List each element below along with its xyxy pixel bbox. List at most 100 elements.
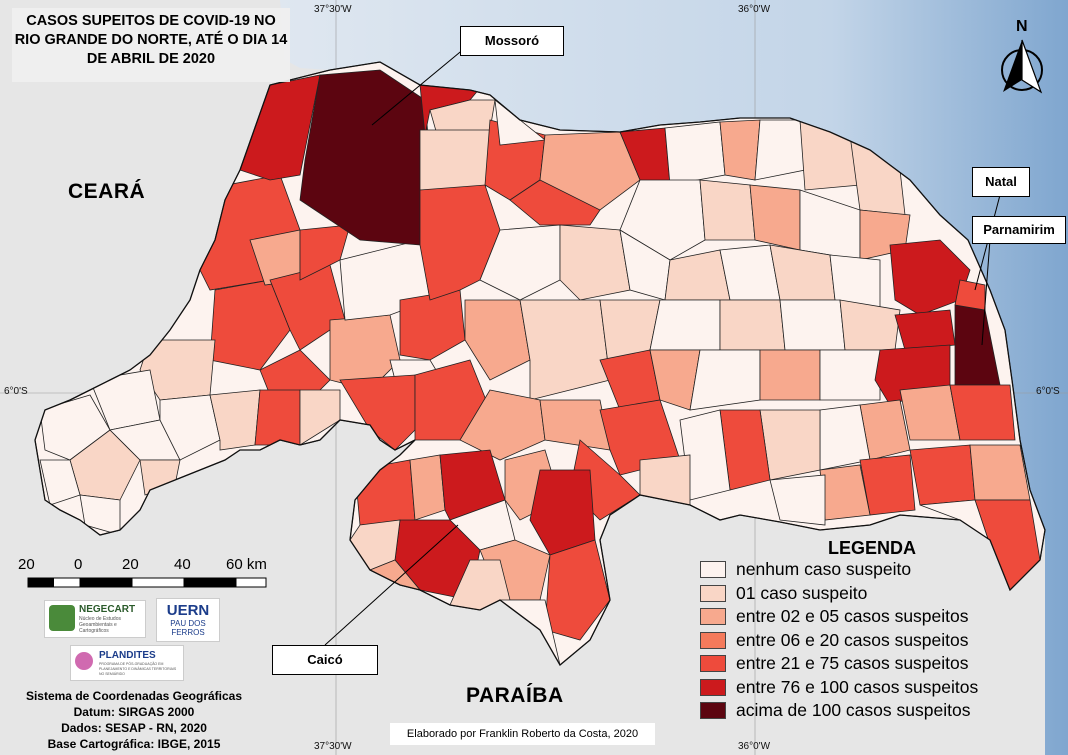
legend-item: entre 21 e 75 casos suspeitos — [700, 652, 1040, 676]
legend-item: 01 caso suspeito — [700, 582, 1040, 606]
municipality — [459, 389, 546, 461]
scale-label: 20 — [122, 556, 139, 573]
tree-icon — [49, 605, 75, 631]
municipality — [254, 389, 301, 446]
map-title: CASOS SUPEITOS DE COVID-19 NO RIO GRANDE… — [12, 8, 290, 82]
scale-label: 40 — [174, 556, 191, 573]
municipality — [754, 119, 806, 181]
municipality — [649, 299, 721, 351]
municipality — [719, 244, 781, 301]
legend-swatch — [700, 631, 726, 649]
plandites-logo: PLANDITES PROGRAMA DE PÓS-GRADUAÇÃO EM P… — [70, 645, 184, 681]
legend-swatch — [700, 702, 726, 720]
scale-labels: 20 0 20 40 60 km — [18, 556, 288, 574]
plandites-logo-subtext: PROGRAMA DE PÓS-GRADUAÇÃO EM PLANEJAMENT… — [99, 662, 177, 676]
municipality — [909, 444, 976, 506]
map-title-text: CASOS SUPEITOS DE COVID-19 NO RIO GRANDE… — [14, 13, 288, 67]
coord-label-top-right: 36°0'W — [738, 4, 771, 15]
municipality — [419, 184, 501, 301]
state-label-ceara: CEARÁ — [68, 180, 146, 203]
municipality — [464, 299, 531, 381]
legend-swatch — [700, 678, 726, 696]
municipality — [759, 409, 821, 481]
municipality — [519, 299, 611, 401]
legend-item: acima de 100 casos suspeitos — [700, 699, 1040, 723]
plandites-logo-text: PLANDITES — [99, 650, 156, 661]
municipality — [949, 384, 1016, 441]
municipalities — [39, 69, 1041, 665]
city-label-natal: Natal — [972, 167, 1030, 197]
municipality — [619, 179, 706, 261]
scale-label: 20 — [18, 556, 35, 573]
leader-line-mossoro — [371, 47, 466, 126]
negecart-logo: NEGECART Núcleo de Estudos Geoambientais… — [44, 600, 146, 638]
leader-line-caico — [324, 524, 459, 646]
municipality — [699, 179, 756, 241]
uern-logo-text: UERN — [166, 602, 210, 619]
legend-label: entre 02 e 05 casos suspeitos — [736, 606, 969, 627]
legend-label: entre 21 e 75 casos suspeitos — [736, 653, 969, 674]
ocean — [280, 0, 1068, 755]
legend-label: acima de 100 casos suspeitos — [736, 700, 971, 721]
municipality — [479, 224, 561, 301]
legend-label: entre 76 e 100 casos suspeitos — [736, 676, 979, 697]
legend-swatch — [700, 561, 726, 579]
scale-label: 0 — [74, 556, 83, 573]
meta-line: Base Cartográfica: IBGE, 2015 — [47, 737, 221, 751]
coord-label-bottom-right: 36°0'W — [738, 741, 771, 752]
municipality — [339, 374, 416, 451]
state-label-paraiba: PARAÍBA — [466, 684, 564, 707]
municipality — [409, 454, 446, 521]
coord-label-left: 6°0'S — [4, 386, 28, 397]
uern-logo: UERN PAU DOS FERROS — [156, 598, 220, 642]
municipality — [159, 394, 221, 461]
meta-line: Sistema de Coordenadas Geográficas — [25, 689, 243, 703]
legend-item: entre 76 e 100 casos suspeitos — [700, 676, 1040, 700]
legend-label: entre 06 e 20 casos suspeitos — [736, 629, 969, 650]
municipality — [664, 121, 726, 186]
map-metadata: Sistema de Coordenadas Geográficas Datum… — [18, 688, 250, 752]
municipality — [689, 349, 761, 411]
legend-label: nenhum caso suspeito — [736, 559, 912, 580]
municipality — [954, 279, 986, 311]
meta-line: Dados: SESAP - RN, 2020 — [61, 721, 207, 735]
plandites-icon — [75, 652, 93, 670]
negecart-logo-text: NEGECART — [79, 604, 136, 615]
municipality — [819, 349, 881, 401]
municipality — [419, 129, 491, 191]
municipality — [719, 119, 761, 181]
coord-label-right: 6°0'S — [1036, 386, 1060, 397]
legend-swatch — [700, 655, 726, 673]
legend-label: 01 caso suspeito — [736, 582, 868, 603]
legend-swatch — [700, 608, 726, 626]
municipality — [779, 299, 846, 351]
uern-logo-subtext: PAU DOS FERROS — [170, 619, 206, 637]
scale-bar — [27, 577, 267, 588]
leader-line-parnamirim — [981, 239, 991, 346]
municipality — [759, 349, 821, 401]
municipality — [209, 389, 261, 451]
municipality — [899, 384, 961, 441]
meta-line: Datum: SIRGAS 2000 — [73, 705, 195, 719]
state-rn-border — [34, 61, 1046, 666]
municipality — [559, 224, 631, 301]
city-label-mossoro: Mossoró — [460, 26, 564, 56]
coord-label-top-left: 37°30'W — [314, 4, 352, 15]
municipality — [749, 184, 801, 251]
municipality — [769, 474, 826, 526]
legend-title: LEGENDA — [828, 538, 917, 558]
legend: nenhum caso suspeito 01 caso suspeito en… — [700, 558, 1040, 723]
city-label-caico: Caicó — [272, 645, 378, 675]
coord-label-bottom-left: 37°30'W — [314, 741, 352, 752]
city-label-parnamirim: Parnamirim — [972, 216, 1066, 244]
legend-swatch — [700, 584, 726, 602]
author-credit: Elaborado por Franklin Roberto da Costa,… — [390, 723, 655, 745]
municipality — [509, 179, 601, 226]
municipality — [969, 444, 1031, 501]
municipality — [719, 299, 786, 351]
legend-item: entre 02 e 05 casos suspeitos — [700, 605, 1040, 629]
scale-label: 60 km — [226, 556, 267, 573]
legend-item: nenhum caso suspeito — [700, 558, 1040, 582]
legend-item: entre 06 e 20 casos suspeitos — [700, 629, 1040, 653]
